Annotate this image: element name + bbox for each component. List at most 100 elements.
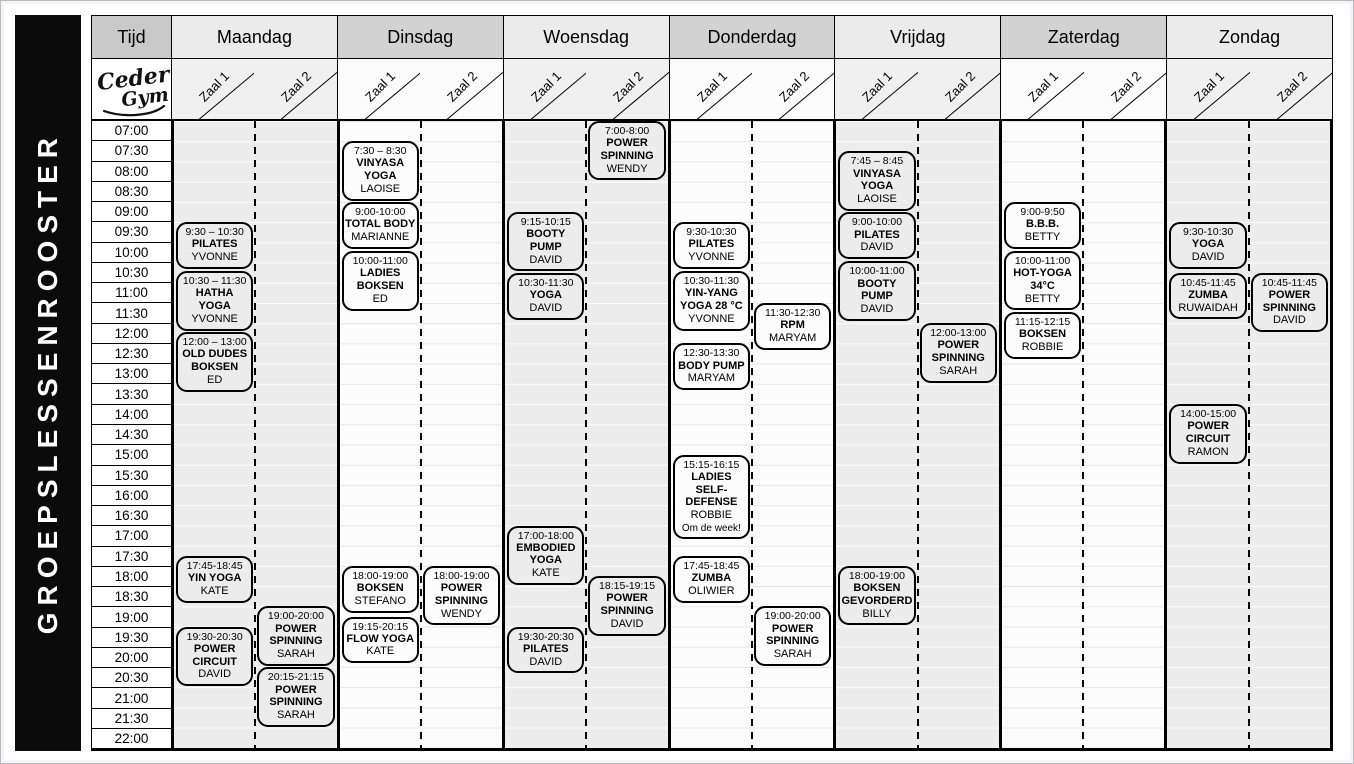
class-title: VINYASA YOGA — [356, 157, 405, 183]
class-trainer: STEFANO — [354, 594, 406, 607]
day-column-zaterdag: 9:00-9:50 B.B.B. BETTY 10:00-11:00 HOT-YOGA … — [998, 121, 1165, 748]
class-trainer: DAVID — [198, 668, 232, 681]
time-cell: 16:30 — [92, 506, 171, 527]
schedule-body: 07:00 07:30 08:00 08:30 09:00 09:30 10:00 10:30… — [91, 119, 1333, 751]
class-card: 18:15-19:15 POWER SPINNING DAVID — [588, 576, 666, 636]
class-title: POWER CIRCUIT — [1185, 420, 1231, 446]
day-column-donderdag: 9:30-10:30 PILATES YVONNE 10:30-11:30 YIN-YA… — [667, 121, 834, 748]
class-card: 7:45 – 8:45 VINYASA YOGA LAOISE — [838, 151, 916, 211]
day-column-dinsdag: 7:30 – 8:30 VINYASA YOGA LAOISE 9:00-10:00 T… — [336, 121, 503, 748]
class-trainer: LAOISE — [857, 193, 897, 205]
room-header-cell: Zaal 2 — [1250, 59, 1332, 119]
class-note: Om de week! — [681, 522, 741, 534]
class-card: 11:30-12:30 RPM MARYAM — [754, 303, 832, 350]
class-card: 15:15-16:15 LADIES SELF-DEFENSE ROBBIE Om d… — [672, 454, 751, 540]
class-time: 20:15-21:15 — [267, 671, 324, 684]
room-header-cell: Zaal 1 — [172, 59, 254, 119]
room-divider-line — [419, 121, 422, 748]
class-time: 12:00 – 13:00 — [182, 336, 247, 349]
class-title: POWER SPINNING — [434, 582, 489, 607]
room-divider-line — [254, 121, 257, 748]
room-column: 9:30-10:30 YOGA DAVID 10:45-11:45 ZUMBA RUWAI… — [1167, 121, 1248, 748]
time-cell: 16:00 — [92, 486, 171, 507]
page-title: GROEPSLESSENROOSTER — [32, 131, 63, 635]
room-header-row: Ceder Gym Zaal 1 Zaal 2 Zaal 1 Zaal 2 Zaal 1… — [91, 59, 1333, 119]
room-headers-donderdag: Zaal 1 Zaal 2 — [668, 59, 835, 119]
room-header-cell: Zaal 1 — [1167, 59, 1249, 119]
room-header-cell: Zaal 1 — [338, 59, 420, 119]
class-trainer: DAVID — [860, 241, 894, 254]
class-trainer: RAMON — [1187, 445, 1229, 458]
class-trainer: SARAH — [276, 709, 315, 722]
room-header-cell: Zaal 1 — [670, 59, 752, 119]
time-cell: 10:30 — [92, 263, 171, 284]
time-cell: 21:30 — [92, 709, 171, 729]
room-label: Zaal 2 — [278, 68, 315, 105]
class-title: ZUMBA — [691, 572, 732, 585]
class-card: 10:00-11:00 HOT-YOGA 34°C BETTY — [1003, 250, 1082, 311]
class-time: 18:15-19:15 — [599, 580, 656, 593]
class-time: 9:00-9:50 — [1020, 205, 1065, 218]
class-title: YIN-YANG YOGA 28 °C — [680, 287, 743, 313]
time-cell: 09:00 — [92, 202, 171, 223]
class-trainer: KATE — [531, 567, 560, 580]
class-trainer: OLIWIER — [688, 584, 735, 597]
class-trainer: BETTY — [1024, 230, 1061, 243]
class-trainer: KATE — [200, 584, 229, 597]
class-time: 9:00-10:00 — [355, 206, 406, 219]
room-header-cell: Zaal 2 — [420, 59, 502, 119]
room-column: 7:00-8:00 POWER SPINNING WENDY 18:15-19:15 P… — [585, 121, 667, 748]
time-cell: 20:30 — [92, 668, 171, 689]
class-card: 12:30-13:30 BODY PUMP MARYAM — [672, 343, 751, 391]
ceder-gym-logo-icon: Ceder Gym — [95, 61, 170, 117]
day-header-row: Tijd Maandag Dinsdag Woensdag Donderdag Vrij… — [91, 15, 1334, 59]
class-card: 17:45-18:45 YIN YOGA KATE — [176, 555, 254, 603]
class-time: 10:30 – 11:30 — [182, 275, 247, 288]
class-card: 10:45-11:45 ZUMBA RUWAIDAH — [1169, 272, 1247, 320]
room-label: Zaal 2 — [941, 68, 979, 105]
class-card: 18:00-19:00 POWER SPINNING WENDY — [422, 565, 501, 626]
class-trainer: MARIANNE — [351, 231, 410, 244]
class-trainer: DAVID — [860, 303, 894, 315]
time-cell: 07:30 — [92, 141, 171, 162]
class-time: 19:00-20:00 — [764, 610, 821, 623]
time-column-header: Tijd — [91, 15, 171, 59]
room-divider-line — [1082, 121, 1085, 748]
room-label: Zaal 2 — [775, 68, 813, 105]
class-card: 9:30-10:30 PILATES YVONNE — [672, 222, 751, 269]
class-trainer: ROBBIE — [1021, 340, 1064, 353]
time-cell: 14:30 — [92, 425, 171, 446]
class-card: 19:30-20:30 POWER CIRCUIT DAVID — [176, 626, 254, 687]
class-time: 14:00-15:00 — [1180, 408, 1237, 421]
class-card: 7:00-8:00 POWER SPINNING WENDY — [588, 121, 666, 181]
class-card: 10:30 – 11:30 HATHA YOGA YVONNE — [176, 271, 254, 331]
class-title: BOOTY PUMP — [857, 277, 897, 303]
room-column: 9:15-10:15 BOOTY PUMP DAVID 10:30-11:30 YOGA… — [505, 121, 586, 748]
class-trainer: RUWAIDAH — [1178, 301, 1238, 314]
class-time: 9:00-10:00 — [851, 216, 903, 229]
room-header-cell: Zaal 2 — [752, 59, 834, 119]
class-trainer: ROBBIE — [690, 509, 733, 522]
class-trainer: WENDY — [441, 607, 482, 620]
class-title: POWER SPINNING — [766, 622, 820, 648]
room-label: Zaal 2 — [444, 68, 481, 105]
class-title: YOGA — [1191, 238, 1225, 251]
time-cell: 18:00 — [92, 567, 171, 588]
class-title: B.B.B. — [1026, 218, 1060, 231]
time-cell: 19:00 — [92, 607, 171, 628]
class-title: HATHA YOGA — [195, 287, 234, 313]
time-cell: 21:00 — [92, 688, 171, 709]
class-time: 10:45-11:45 — [1180, 276, 1236, 289]
vertical-banner: GROEPSLESSENROOSTER — [15, 15, 81, 751]
class-card: 9:00-10:00 TOTAL BODY MARIANNE — [341, 202, 419, 249]
class-card: 10:00-11:00 BOOTY PUMP DAVID — [838, 261, 916, 321]
class-trainer: YVONNE — [191, 312, 238, 325]
class-time: 10:00-11:00 — [352, 255, 408, 268]
class-card: 7:30 – 8:30 VINYASA YOGA LAOISE — [341, 141, 419, 201]
class-title: YOGA — [529, 289, 562, 302]
class-trainer: ED — [372, 292, 388, 305]
room-headers-vrijdag: Zaal 1 Zaal 2 — [834, 59, 1001, 119]
class-trainer: DAVID — [529, 253, 563, 266]
class-title: BOKSEN GEVORDERD — [841, 582, 913, 607]
class-card: 19:15-20:15 FLOW YOGA KATE — [341, 616, 419, 664]
